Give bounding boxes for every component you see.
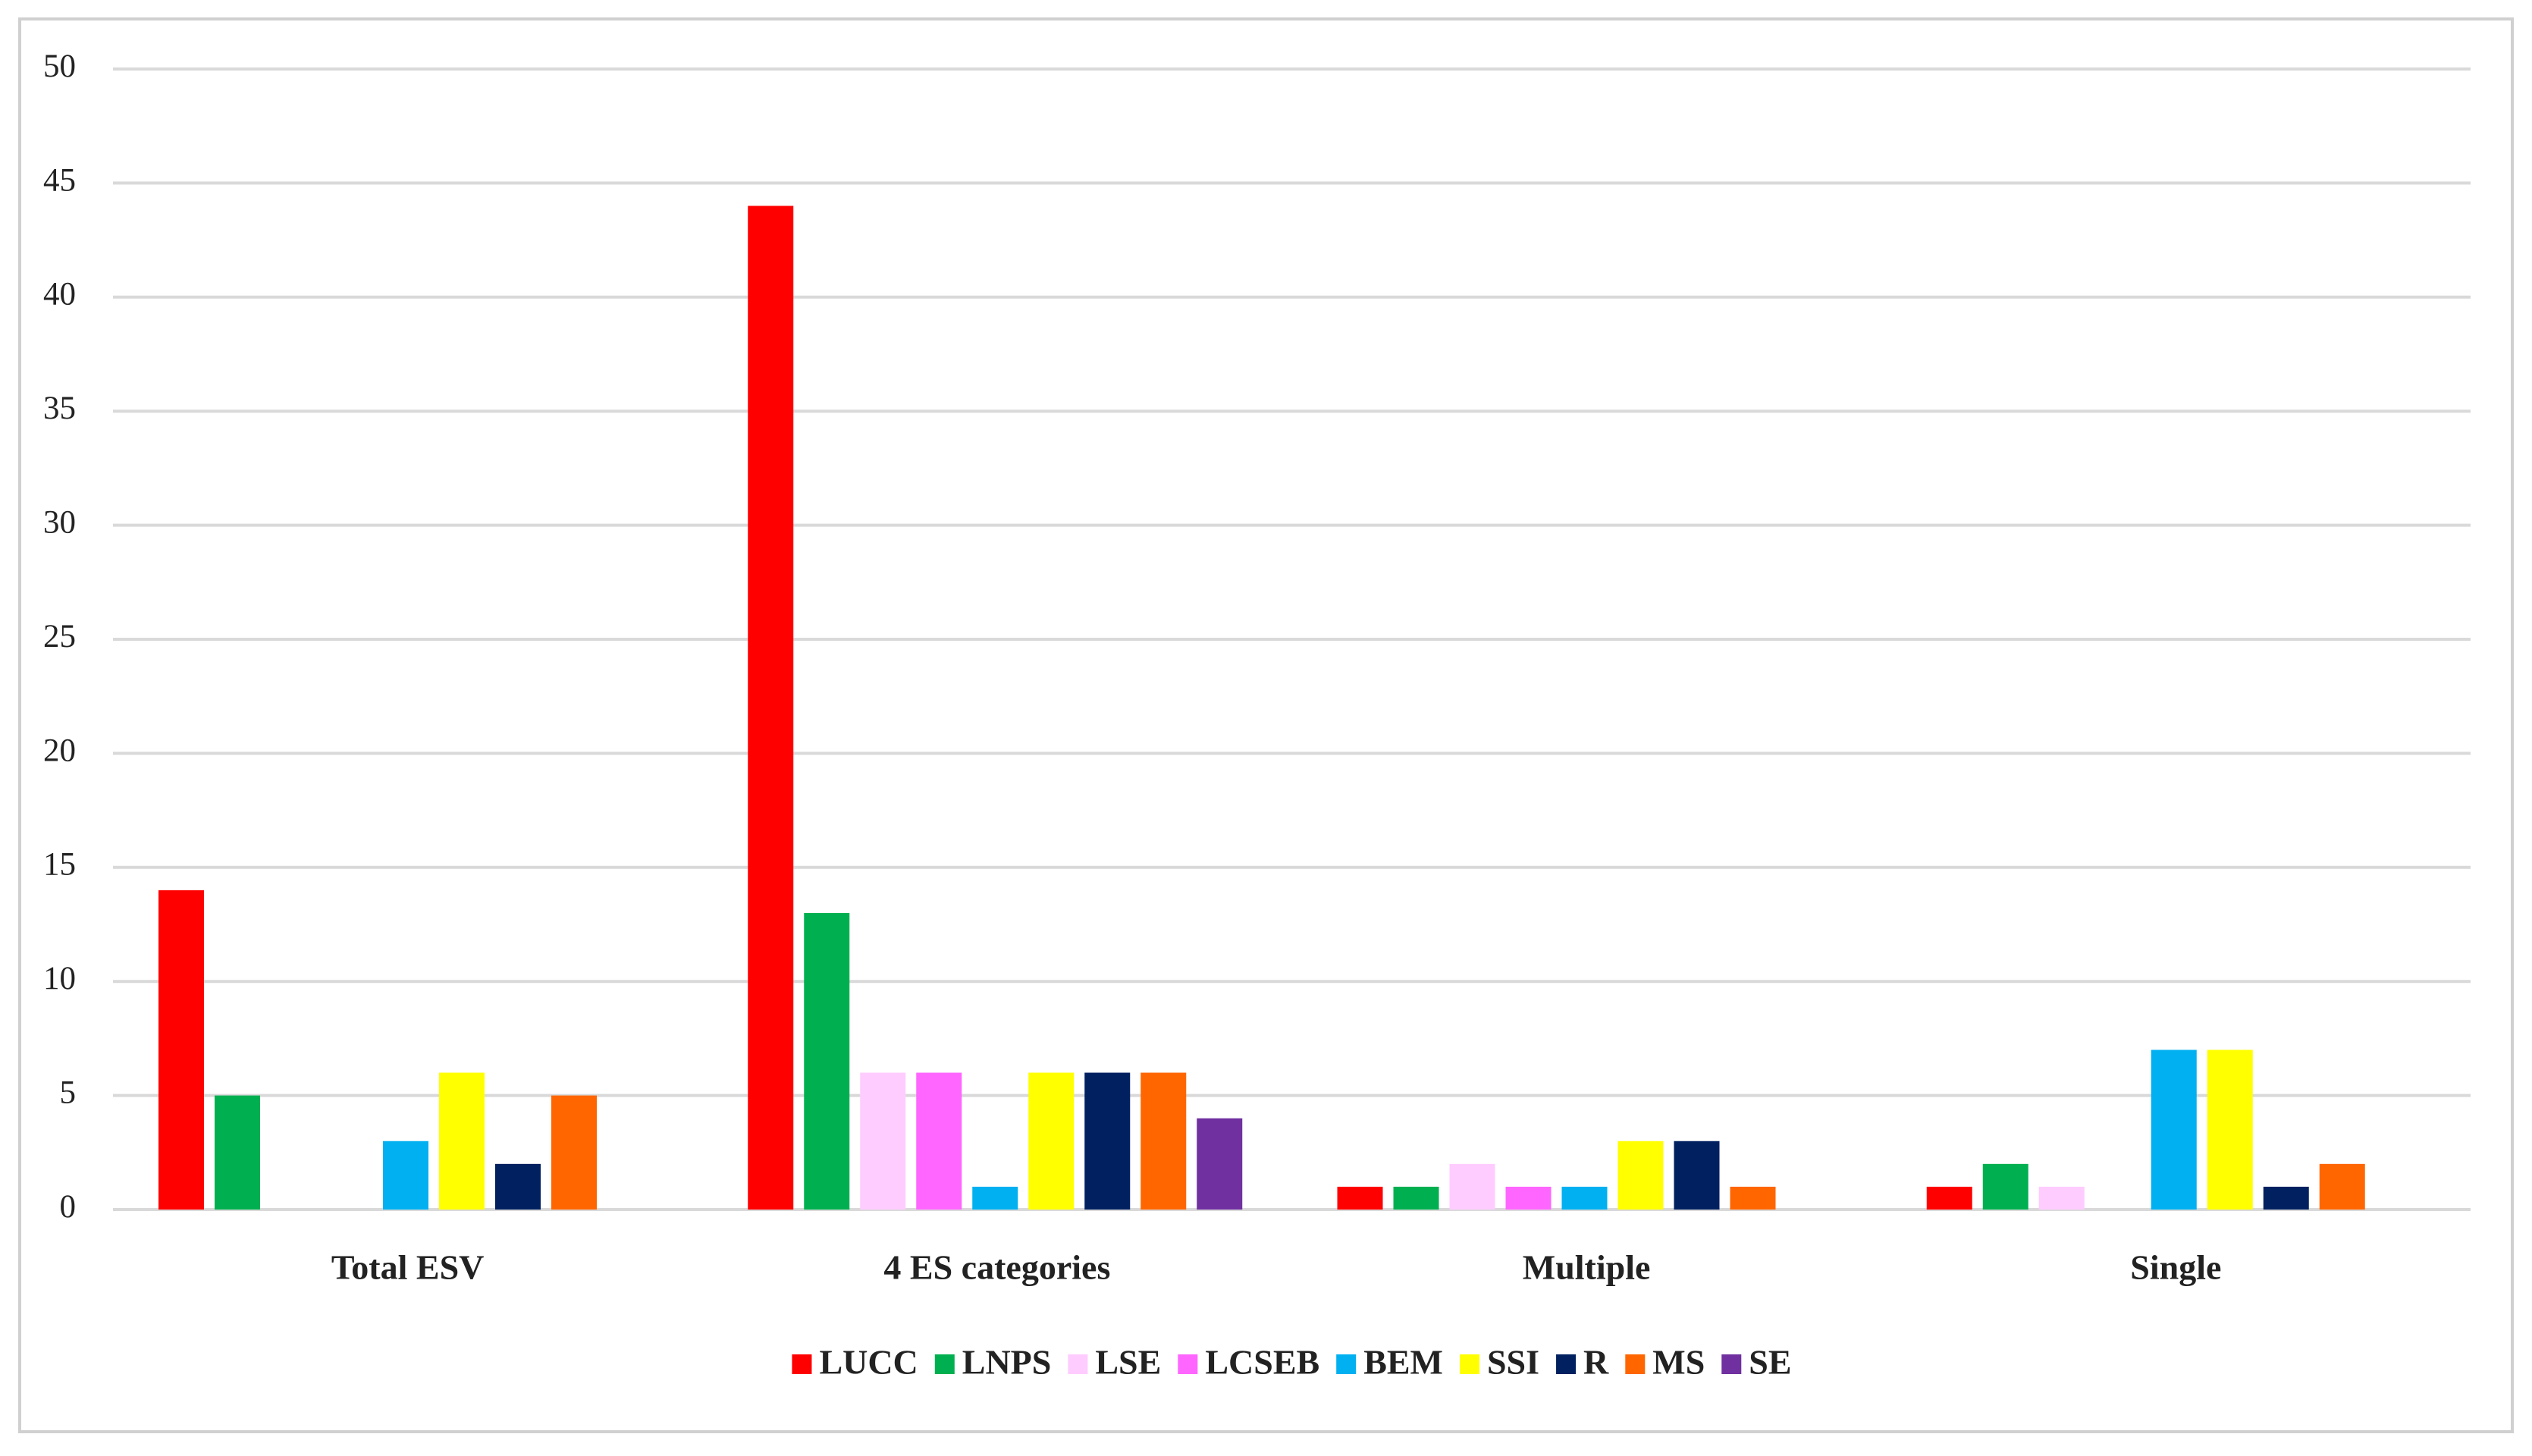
x-tick-label: 4 ES categories [883,1248,1110,1287]
y-tick-label: 15 [43,847,76,883]
bar [748,206,794,1210]
y-tick-label: 10 [43,961,76,996]
legend-swatch [1336,1354,1357,1374]
legend-label: R [1583,1343,1609,1382]
y-tick-label: 30 [43,504,76,540]
legend-label: SSI [1487,1343,1539,1382]
bar [1926,1186,1972,1210]
legend-swatch [934,1354,955,1374]
bar [1197,1118,1243,1210]
x-tick-label: Total ESV [331,1248,485,1287]
bar [2151,1050,2197,1210]
bar [158,890,204,1210]
bar [1449,1163,1495,1210]
y-tick-label: 35 [43,391,76,426]
y-tick-label: 0 [60,1189,77,1225]
legend-swatch [1625,1354,1646,1374]
legend-label: SE [1749,1343,1791,1382]
bar [804,912,850,1210]
bar [1028,1072,1075,1210]
y-tick-label: 45 [43,162,76,198]
bar [1084,1072,1131,1210]
legend-label: LNPS [962,1343,1052,1382]
y-tick-label: 50 [43,49,76,84]
x-tick-label: Multiple [1523,1248,1651,1287]
chart-border [18,17,2514,1433]
bar [860,1072,906,1210]
x-tick-label: Single [2130,1248,2221,1287]
bar [1730,1186,1776,1210]
bar [1561,1186,1608,1210]
legend-swatch [1068,1354,1088,1374]
bar [2319,1163,2365,1210]
bar [1674,1141,1720,1210]
bar [1505,1186,1552,1210]
bar [1337,1186,1383,1210]
legend-label: LCSEB [1205,1343,1319,1382]
bar [1393,1186,1439,1210]
bar [2263,1186,2309,1210]
legend-swatch [1721,1354,1742,1374]
bar [2038,1186,2085,1210]
y-tick-label: 5 [60,1075,77,1110]
y-tick-label: 20 [43,733,76,768]
legend-label: LUCC [819,1343,918,1382]
bar [215,1095,260,1210]
legend-swatch [1556,1354,1577,1374]
legend-label: LSE [1095,1343,1161,1382]
bar [972,1186,1018,1210]
bar [551,1095,597,1210]
legend-label: MS [1652,1343,1705,1382]
bar [439,1072,485,1210]
legend-swatch [792,1354,812,1374]
bar [1140,1072,1187,1210]
legend-swatch [1459,1354,1479,1374]
bar [1617,1141,1664,1210]
bar [916,1072,962,1210]
bar [495,1163,541,1210]
y-tick-label: 25 [43,619,76,654]
bar [1982,1163,2028,1210]
y-tick-label: 40 [43,277,76,312]
legend-label: BEM [1363,1343,1443,1382]
bar [383,1141,428,1210]
legend-swatch [1178,1354,1198,1374]
bar [2207,1050,2253,1210]
